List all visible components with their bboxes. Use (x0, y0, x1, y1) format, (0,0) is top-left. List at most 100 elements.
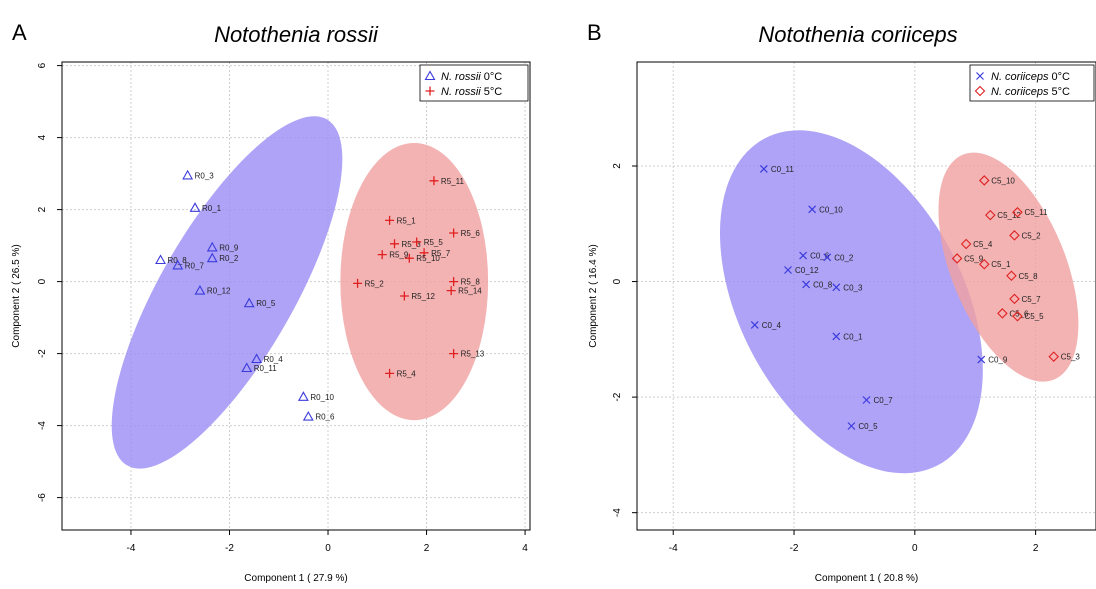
data-point (808, 205, 817, 214)
x-axis-label: Component 1 ( 20.8 %) (815, 573, 918, 584)
data-point (997, 308, 1008, 319)
confidence-ellipses (111, 116, 489, 469)
series-points: R0_3R0_1R0_9R0_2R0_8R0_7R0_12R0_5R0_4R0_… (155, 169, 335, 422)
data-point (194, 284, 206, 295)
legend-label-species: N. rossii (441, 71, 481, 83)
point-label: R5_7 (431, 249, 451, 258)
point-label: C0_9 (988, 356, 1008, 365)
y-axis-label: Component 2 ( 26.5 %) (11, 244, 22, 347)
data-point (759, 164, 768, 173)
data-point (241, 362, 253, 373)
data-point (404, 253, 414, 263)
x-axis-label: Component 1 ( 27.9 %) (244, 573, 347, 584)
plot-frame (61, 61, 531, 531)
point-label: R0_4 (264, 355, 284, 364)
legend-label-species: N. coriiceps (991, 86, 1049, 98)
data-point (172, 259, 184, 270)
point-label: R0_5 (256, 299, 276, 308)
y-tick-label: 0 (37, 278, 48, 284)
data-point (399, 291, 409, 301)
data-point (1012, 206, 1023, 218)
point-label: R0_6 (315, 413, 335, 422)
x-tick-label: 2 (1033, 543, 1039, 554)
data-point (302, 410, 314, 421)
point-label: C0_8 (813, 280, 833, 289)
panel-letter: A (12, 20, 27, 45)
legend-box (419, 64, 529, 102)
point-label: R5_8 (461, 278, 481, 287)
data-point (1012, 310, 1023, 322)
legend-label: N. coriiceps 0°C (991, 71, 1070, 83)
point-label: R5_14 (458, 287, 482, 296)
data-point (243, 297, 255, 308)
data-point (985, 209, 996, 221)
legend-label: N. rossii 5°C (441, 86, 502, 98)
point-label: R5_10 (416, 254, 440, 263)
legend-marker (974, 85, 986, 97)
legend: N. coriiceps 0°CN. coriiceps 5°C (969, 64, 1095, 102)
legend-label: N. rossii 0°C (441, 71, 502, 83)
data-point (412, 237, 422, 247)
data-point (449, 349, 459, 359)
data-point (951, 253, 963, 264)
legend-label-temperature: 0°C (1048, 71, 1070, 83)
data-point (429, 176, 439, 186)
data-point (960, 238, 972, 250)
x-tick-label: 2 (424, 543, 430, 554)
point-label: R0_3 (195, 171, 215, 180)
legend-box (969, 64, 1095, 102)
x-tick-label: 0 (912, 543, 918, 554)
y-tick-label: 4 (37, 134, 48, 140)
point-label: C5_4 (973, 240, 993, 249)
data-point (385, 368, 395, 378)
data-point (802, 280, 811, 289)
x-tick-label: 0 (325, 543, 331, 554)
point-label: C0_10 (819, 205, 843, 214)
legend-label-temperature: 5°C (1048, 86, 1070, 98)
data-point (1009, 293, 1020, 305)
panel-a: A Notothenia rossiiR0_3R0_1R0_9R0_2R0_8R0… (11, 20, 531, 584)
legend-label-temperature: 5°C (481, 86, 503, 98)
chart-title: Notothenia coriiceps (758, 22, 957, 47)
x-tick-label: -2 (790, 543, 799, 554)
data-point (419, 248, 429, 258)
data-point (862, 396, 871, 404)
point-label: C0_1 (843, 332, 863, 341)
data-point (750, 320, 759, 329)
data-point (390, 239, 400, 249)
legend-marker (976, 72, 984, 80)
point-label: R5_12 (411, 292, 435, 301)
legend-marker (424, 70, 436, 81)
point-label: C0_5 (858, 422, 878, 431)
data-point (832, 332, 841, 341)
data-point (784, 266, 792, 274)
point-label: C5_9 (964, 254, 984, 263)
data-point (251, 353, 263, 364)
point-label: C5_12 (997, 211, 1021, 220)
data-point (799, 251, 808, 260)
data-point (182, 169, 194, 180)
point-label: R5_5 (424, 238, 444, 247)
data-point (206, 241, 218, 252)
point-label: R0_12 (207, 287, 231, 296)
confidence-ellipse (111, 116, 343, 469)
y-tick-label: 6 (37, 62, 48, 68)
data-point (449, 277, 459, 287)
point-label: R5_1 (397, 216, 417, 225)
point-label: R5_3 (402, 240, 422, 249)
point-label: R5_11 (441, 177, 465, 186)
point-label: R0_10 (310, 393, 334, 402)
series-points: C5_10 C5_12 C5_11 C5_2 C5_4 C5_9 C5_1 C5_8 C5_7 C… (951, 175, 1080, 362)
point-label: C5_5 (1024, 312, 1044, 321)
y-tick-label: 2 (37, 206, 48, 212)
point-label: C5_7 (1021, 295, 1041, 304)
y-tick-label: -6 (37, 493, 48, 502)
point-label: R5_9 (389, 251, 409, 260)
legend-label-species: N. coriiceps (991, 71, 1049, 83)
data-point (155, 254, 166, 265)
data-point (446, 286, 456, 296)
point-label: R5_13 (461, 350, 485, 359)
x-tick-label: -4 (669, 543, 678, 554)
